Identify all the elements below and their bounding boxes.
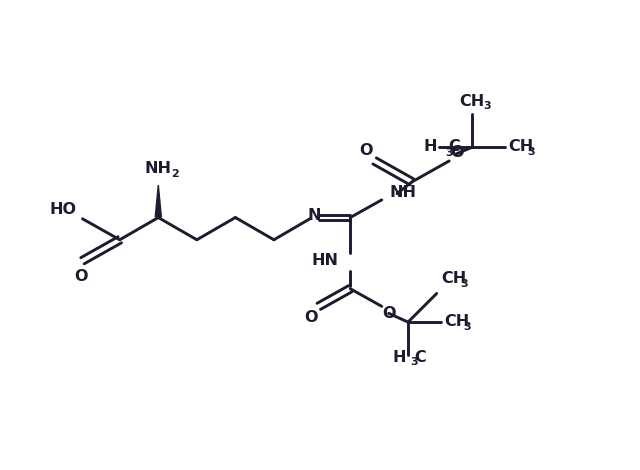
Text: O: O xyxy=(450,145,463,159)
Text: 3: 3 xyxy=(411,357,418,367)
Text: H: H xyxy=(392,350,406,365)
Text: N: N xyxy=(308,208,321,223)
Text: C: C xyxy=(414,350,426,365)
Text: HN: HN xyxy=(311,253,339,268)
Text: 3: 3 xyxy=(484,101,492,111)
Text: NH: NH xyxy=(389,185,417,200)
Text: NH: NH xyxy=(145,161,172,176)
Text: HO: HO xyxy=(49,203,76,218)
Polygon shape xyxy=(156,185,161,217)
Text: 3: 3 xyxy=(463,321,471,331)
Text: C: C xyxy=(449,139,460,154)
Text: O: O xyxy=(305,310,318,325)
Text: H: H xyxy=(423,139,436,154)
Text: O: O xyxy=(359,143,372,158)
Text: O: O xyxy=(383,306,396,321)
Text: CH: CH xyxy=(508,139,533,154)
Text: CH: CH xyxy=(444,314,470,329)
Text: O: O xyxy=(74,268,88,283)
Text: 2: 2 xyxy=(171,169,179,179)
Text: 3: 3 xyxy=(460,279,468,289)
Text: CH: CH xyxy=(441,271,467,286)
Text: 3: 3 xyxy=(445,148,452,157)
Text: 3: 3 xyxy=(527,147,534,157)
Text: CH: CH xyxy=(459,94,484,109)
